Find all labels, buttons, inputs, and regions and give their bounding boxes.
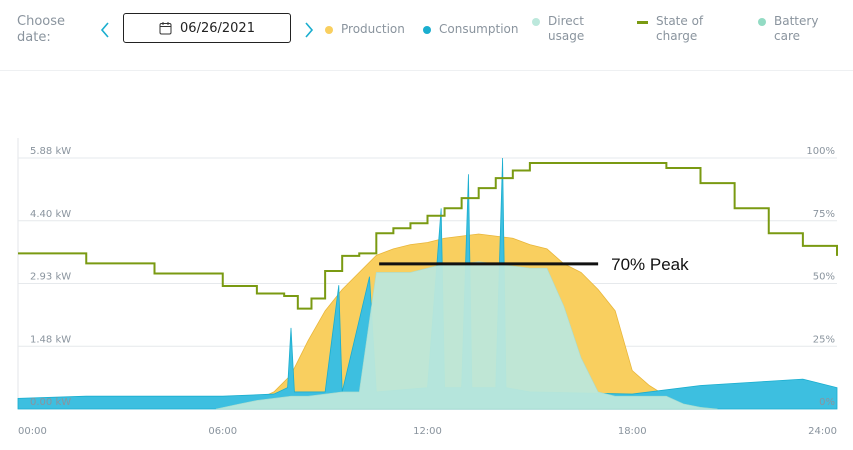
chevron-right-icon [305,22,314,38]
y-left-tick-label: 4.40 kW [30,209,71,220]
y-right-tick-label: 100% [806,146,835,157]
state-of-charge-line [18,162,838,310]
legend-production[interactable]: Production [325,22,405,37]
legend-label-line2: care [774,29,801,43]
consumption-dot-icon [423,26,431,34]
calendar-icon [159,22,172,35]
next-date-button[interactable] [302,20,316,40]
y-right-tick-label: 50% [813,272,835,283]
choose-label-line2: date: [17,30,51,45]
date-picker[interactable]: 06/26/2021 [123,13,291,43]
energy-chart[interactable]: 0.00 kW 0% 1.48 kW 25% 2.93 kW 50% 4.40 kW 75% 5… [0,70,853,450]
choose-date-label: Choose date: [17,14,77,46]
y-right-tick-label: 75% [813,209,835,220]
x-tick-label: 12:00 [413,426,442,437]
legend-state-of-charge[interactable]: State of charge [637,14,703,44]
legend-label-line2: charge [656,29,698,43]
y-right-tick-label: 25% [813,334,835,345]
x-tick-label: 18:00 [618,426,647,437]
legend-label: Battery [774,14,819,28]
chart-areas [17,157,838,410]
production-dot-icon [325,26,333,34]
direct-usage-dot-icon [532,18,540,26]
legend-label: Production [341,22,405,36]
chart-labels: 0.00 kW 0% 1.48 kW 25% 2.93 kW 50% 4.40 kW 75% 5… [18,146,837,437]
choose-label-line1: Choose [17,14,65,29]
legend-label-line2: usage [548,29,585,43]
chevron-left-icon [100,22,109,38]
direct-usage-area [215,261,718,410]
legend-label: Consumption [439,22,519,36]
y-right-tick-label: 0% [819,397,835,408]
date-value: 06/26/2021 [180,20,255,36]
x-tick-label: 24:00 [808,426,837,437]
y-left-tick-label: 1.48 kW [30,334,71,345]
y-left-tick-label: 5.88 kW [30,146,71,157]
legend-label: State of [656,14,704,28]
x-tick-label: 00:00 [18,426,47,437]
legend-label: Direct [548,14,584,28]
x-tick-label: 06:00 [208,426,237,437]
y-left-tick-label: 0.00 kW [30,397,71,408]
chart-lines [18,162,838,310]
legend-consumption[interactable]: Consumption [423,22,518,37]
state-of-charge-line-icon [637,21,648,24]
legend-battery-care[interactable]: Battery care [758,14,818,44]
previous-date-button[interactable] [98,20,112,40]
legend-direct-usage[interactable]: Direct usage [532,14,584,44]
y-left-tick-label: 2.93 kW [30,272,71,283]
annotation-text: 70% Peak [611,255,689,274]
battery-care-dot-icon [758,18,766,26]
header-bar: Choose date: 06/26/2021 Production Consu… [0,0,853,71]
